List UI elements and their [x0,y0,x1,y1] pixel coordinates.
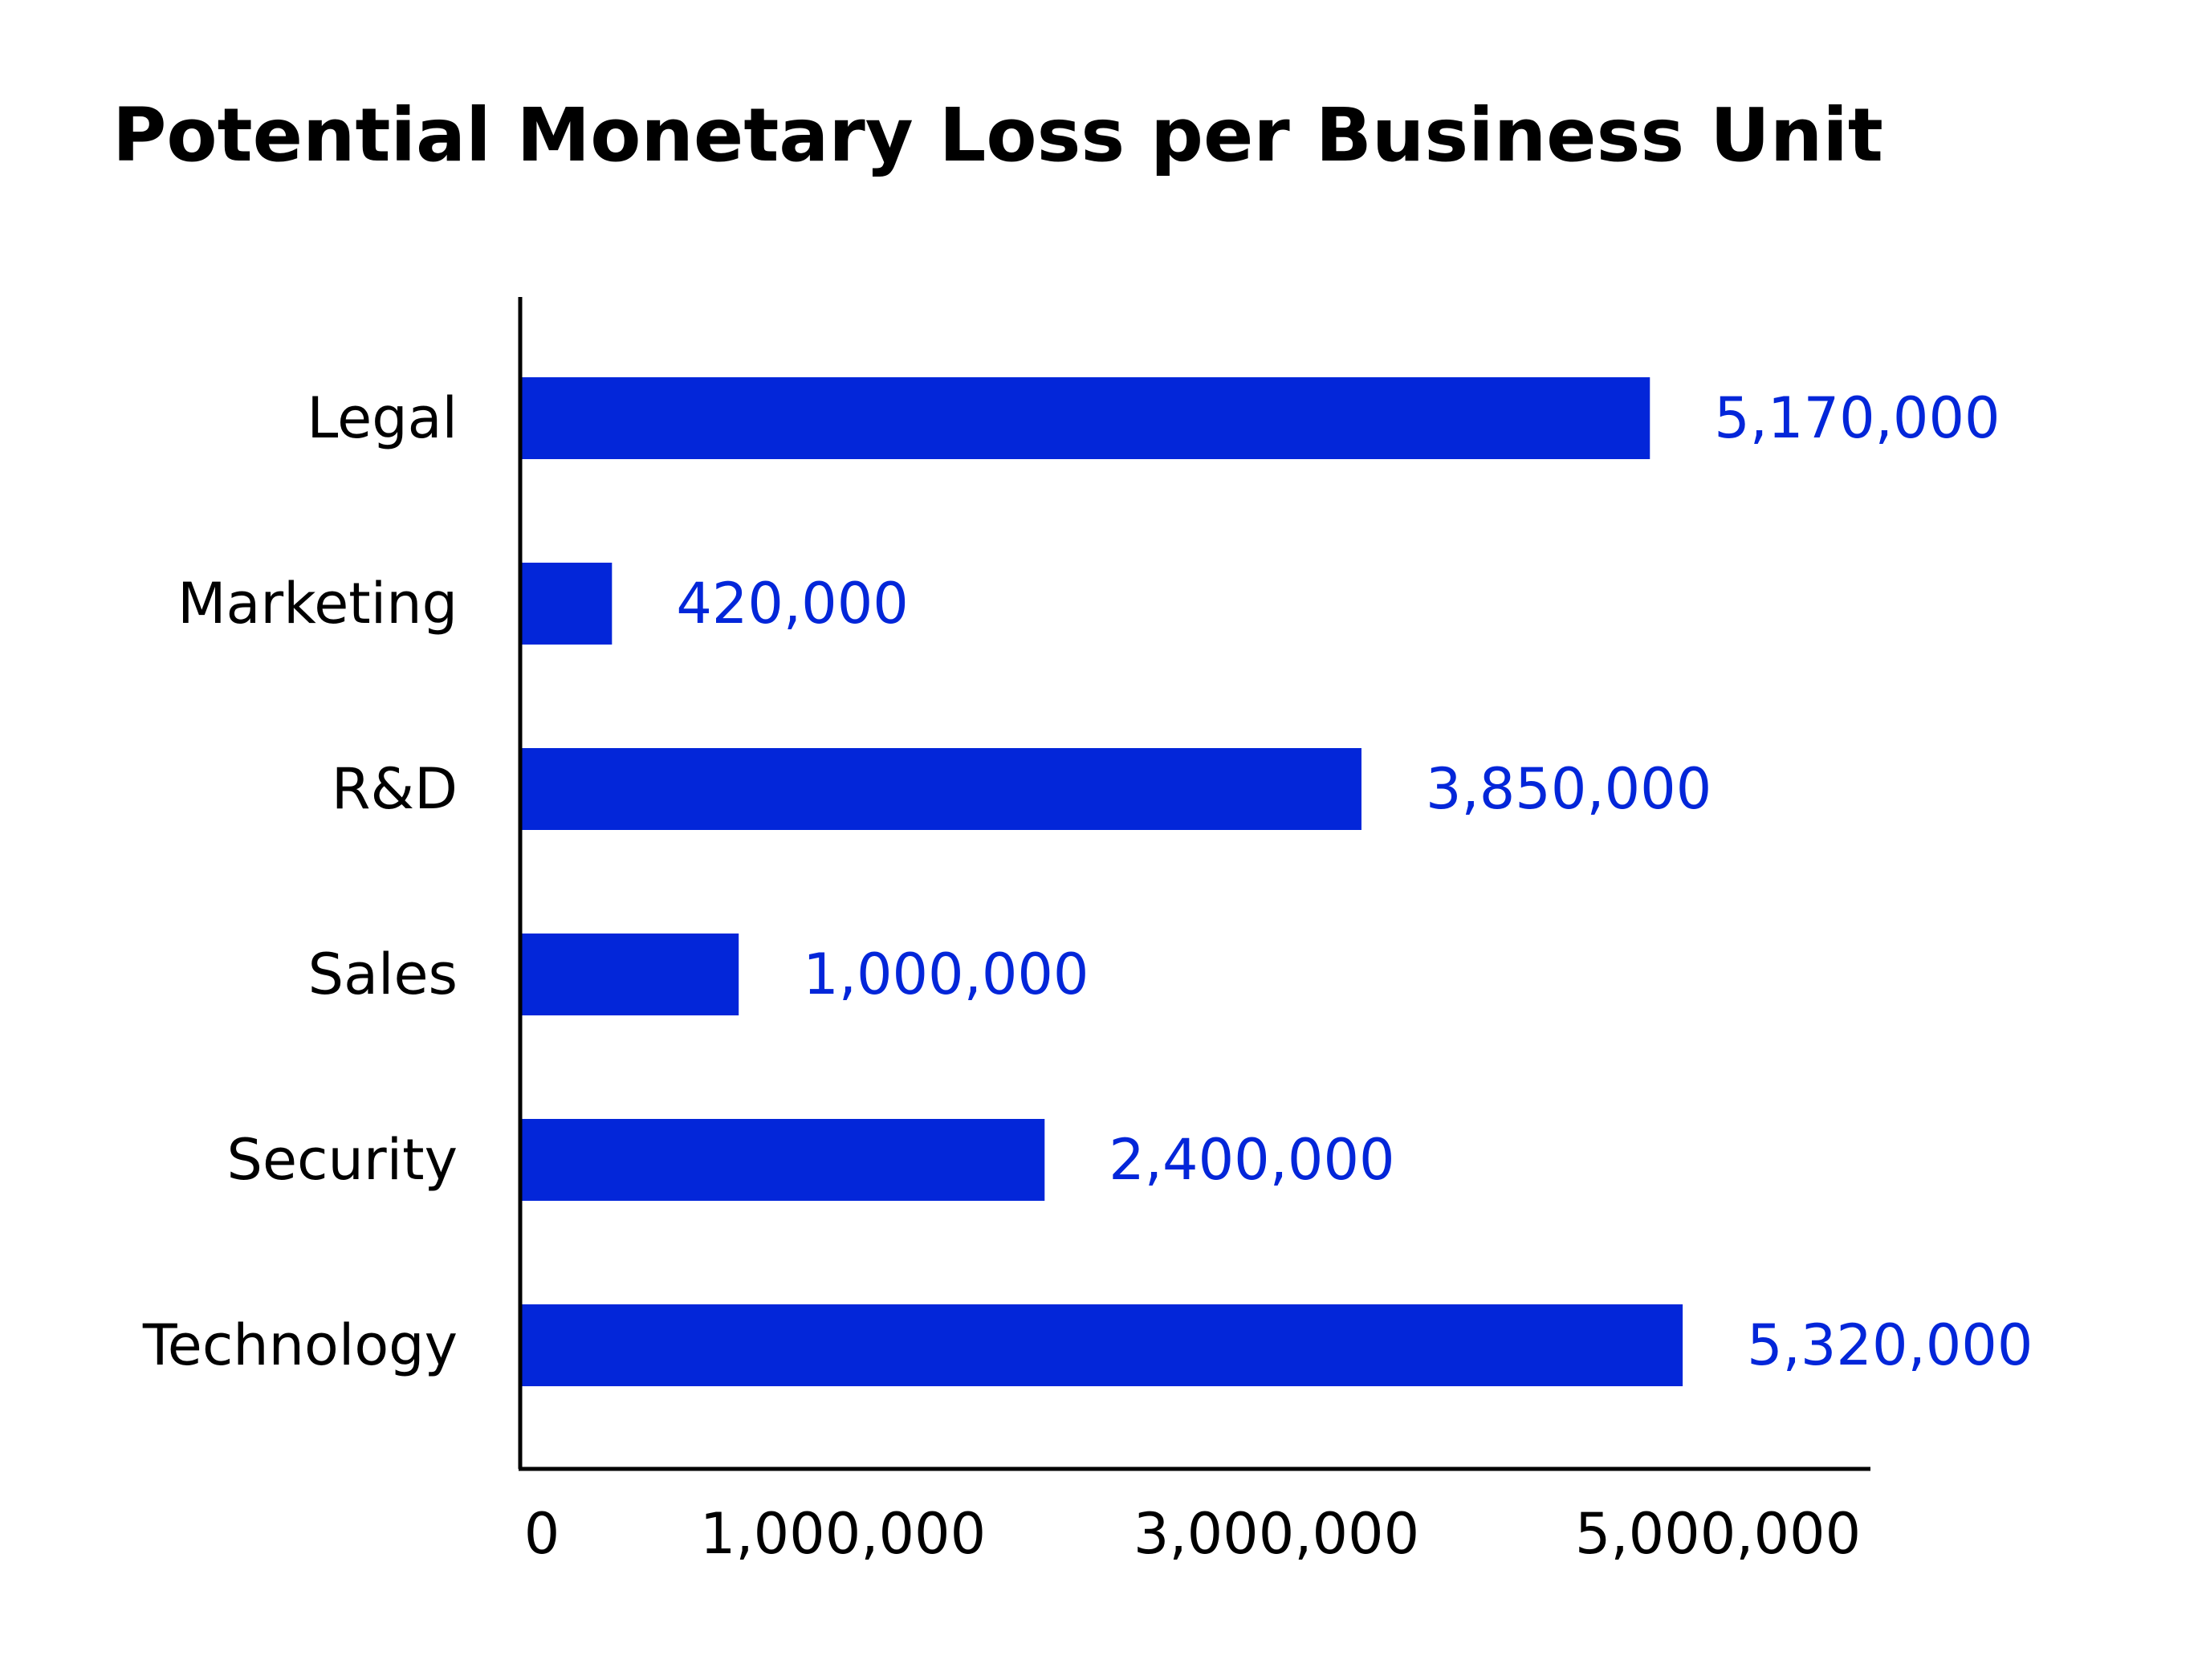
x-axis-tick-labels: 0 1,000,000 3,000,000 5,000,000 [524,1501,1861,1567]
category-label: Marketing [177,571,458,637]
bar-legal [520,377,1650,459]
value-label: 1,000,000 [803,942,1089,1007]
category-label: Security [227,1127,458,1193]
bars [520,377,1683,1386]
category-label: Technology [142,1312,458,1378]
category-label: Legal [307,385,458,451]
value-label: 420,000 [676,571,908,637]
x-tick-label: 3,000,000 [1134,1501,1419,1567]
bar-sales [520,934,739,1015]
bar-r-d [520,748,1361,830]
value-label: 5,320,000 [1747,1312,2033,1378]
x-tick-label: 1,000,000 [700,1501,986,1567]
value-label: 5,170,000 [1714,385,2000,451]
bar-marketing [520,563,613,645]
category-label: R&D [332,756,458,822]
chart-title: Potential Monetary Loss per Business Uni… [112,92,1883,178]
value-label: 3,850,000 [1426,756,1711,822]
x-tick-label: 5,000,000 [1575,1501,1861,1567]
bar-technology [520,1304,1683,1386]
category-label: Sales [308,942,458,1007]
category-labels: Legal Marketing R&D Sales Security Technology [142,385,458,1378]
bar-security [520,1119,1045,1201]
value-label: 2,400,000 [1109,1127,1394,1193]
x-tick-label: 0 [524,1501,560,1567]
value-labels: 5,170,000 420,000 3,850,000 1,000,000 2,400,… [676,385,2033,1378]
